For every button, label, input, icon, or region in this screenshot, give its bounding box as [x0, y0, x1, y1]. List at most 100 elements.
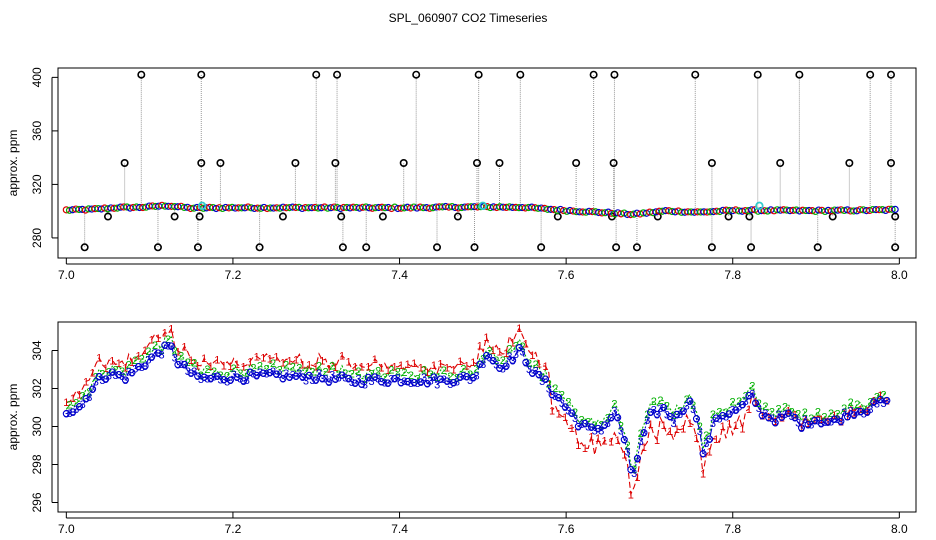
- series-1-marker: 1: [588, 431, 594, 443]
- series-3-point: [351, 379, 359, 387]
- series-3-marker: 3: [510, 355, 516, 367]
- outlier-point: [572, 159, 581, 168]
- series-3-point: [515, 344, 523, 352]
- series-3-marker: 3: [766, 413, 772, 425]
- series-3-point: [456, 373, 464, 381]
- series-3-point: [528, 369, 536, 377]
- series-1-marker: 1: [76, 389, 82, 401]
- bottom-y-tick-label: 298: [30, 454, 44, 474]
- series-3-point: [719, 412, 727, 420]
- series-1-marker: 1: [293, 354, 299, 366]
- series-1-marker: 1: [516, 323, 522, 335]
- series-3-point: [75, 403, 84, 411]
- series-3-marker: 3: [670, 418, 676, 430]
- series-1-marker: 1: [838, 416, 844, 428]
- series-1-marker: 1: [221, 360, 227, 372]
- series-3-marker: 3: [707, 434, 713, 446]
- series-3-marker: 3: [621, 435, 627, 447]
- series-3-line: [66, 344, 888, 474]
- series-1-marker: 1: [556, 409, 562, 421]
- series-3-marker: 3: [155, 348, 161, 360]
- series-1-marker: 1: [647, 419, 653, 431]
- series-3-point: [115, 371, 123, 379]
- bottom-x-tick-label: 7.4: [391, 522, 408, 536]
- series-3-marker: 3: [359, 379, 365, 391]
- series-3-marker: 3: [168, 341, 174, 353]
- baseline-point: [716, 207, 724, 216]
- series-2-marker: 2: [401, 367, 407, 379]
- series-2-marker: 2: [454, 373, 460, 385]
- outlier-point: [378, 212, 387, 221]
- outlier-point: [474, 70, 483, 79]
- series-3-marker: 3: [598, 425, 604, 437]
- series-1-marker: 1: [405, 359, 411, 371]
- series-1-marker: 1: [96, 353, 102, 365]
- series-3-point: [364, 373, 372, 381]
- series-1-marker: 1: [785, 406, 791, 418]
- series-2-marker: 2: [250, 362, 256, 374]
- outlier-point: [137, 70, 146, 79]
- series-3-point: [266, 369, 274, 377]
- series-3-marker: 3: [805, 420, 811, 432]
- series-3-point: [390, 375, 399, 383]
- series-1-marker: 1: [772, 416, 778, 428]
- series-1-marker: 1: [529, 350, 535, 362]
- series-3-marker: 3: [103, 374, 109, 386]
- series-3-marker: 3: [293, 371, 299, 383]
- series-1-marker: 1: [864, 405, 870, 417]
- top-y-tick-label: 400: [30, 67, 44, 87]
- series-3-marker: 3: [470, 372, 476, 384]
- series-3-marker: 3: [214, 371, 220, 383]
- series-3-point: [371, 373, 379, 381]
- series-3-marker: 3: [634, 453, 640, 465]
- series-3-point: [161, 341, 169, 349]
- series-2-marker: 2: [375, 366, 381, 378]
- series-1-marker: 1: [83, 376, 89, 388]
- series-3-marker: 3: [759, 410, 765, 422]
- series-2-marker: 2: [296, 362, 302, 374]
- series-3-marker: 3: [424, 379, 430, 391]
- series-3-marker: 3: [867, 404, 873, 416]
- series-3-marker: 3: [496, 363, 502, 375]
- series-3-marker: 3: [457, 372, 463, 384]
- series-1-marker: 1: [752, 396, 758, 408]
- series-3-marker: 3: [602, 420, 608, 432]
- series-3-point: [476, 360, 484, 368]
- series-1-marker: 1: [372, 354, 378, 366]
- series-1-marker: 1: [391, 362, 397, 374]
- series-3-point: [207, 374, 215, 382]
- highlight-point: [478, 201, 488, 211]
- series-3-marker: 3: [812, 415, 818, 427]
- series-3-marker: 3: [723, 411, 729, 423]
- series-3-point: [443, 377, 451, 385]
- outlier-point: [887, 159, 896, 168]
- series-1-marker: 1: [464, 361, 470, 373]
- series-3-marker: 3: [684, 400, 690, 412]
- outlier-point: [103, 212, 112, 221]
- series-3-point: [312, 376, 320, 384]
- outlier-point: [193, 243, 202, 252]
- series-3-marker: 3: [306, 370, 312, 382]
- series-1-marker: 1: [300, 359, 306, 371]
- series-1-marker: 1: [332, 362, 338, 374]
- series-3-marker: 3: [447, 379, 453, 391]
- series-1-marker: 1: [720, 421, 726, 433]
- series-1-marker: 1: [621, 450, 627, 462]
- series-2-marker: 2: [139, 353, 145, 365]
- series-3-marker: 3: [149, 352, 155, 364]
- series-1-marker: 1: [208, 361, 214, 373]
- series-2-marker: 2: [474, 363, 480, 375]
- series-3-point: [299, 373, 307, 381]
- series-1-marker: 1: [155, 333, 161, 345]
- top-y-tick-label: 320: [30, 174, 44, 194]
- series-3-marker: 3: [693, 414, 699, 426]
- series-3-marker: 3: [477, 359, 483, 371]
- series-3-marker: 3: [638, 436, 644, 448]
- series-2-marker: 2: [730, 397, 736, 409]
- series-3-marker: 3: [579, 419, 585, 431]
- series-2-marker: 2: [211, 366, 217, 378]
- series-3-point: [220, 376, 228, 384]
- series-3-point: [784, 409, 792, 417]
- outlier-point: [610, 70, 619, 79]
- series-2-marker: 2: [769, 406, 775, 418]
